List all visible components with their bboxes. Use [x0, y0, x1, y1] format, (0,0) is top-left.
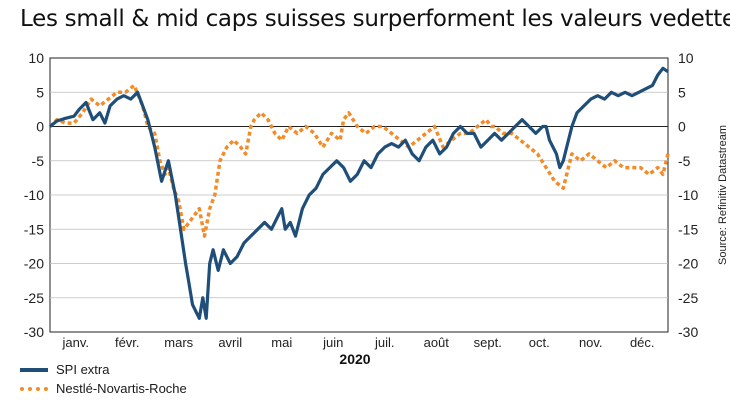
x-tick-label: oct. [529, 335, 550, 350]
x-axis-year-label: 2020 [339, 351, 370, 367]
y-tick-label-right: -30 [678, 324, 698, 340]
chart-title: Les small & mid caps suisses surperforme… [20, 6, 730, 32]
y-tick-label-right: -25 [678, 290, 698, 306]
y-tick-label-left: -20 [24, 256, 44, 272]
series-line-spi-extra [49, 66, 669, 320]
y-tick-label-left: -30 [24, 324, 44, 340]
x-axis: janv. févr. mars avril mai juin juil. août sept.… [62, 335, 655, 350]
series-lines [48, 66, 670, 320]
x-tick-label: avril [218, 335, 242, 350]
x-tick-label: mai [271, 335, 292, 350]
y-tick-label-right: -15 [678, 221, 698, 237]
x-tick-label: févr. [115, 335, 140, 350]
x-tick-label: juin [322, 335, 343, 350]
y-tick-label-left: -5 [32, 153, 45, 169]
y-tick-label-left: -25 [24, 290, 44, 306]
legend-swatch-dotted [20, 386, 48, 391]
gridlines [50, 91, 668, 299]
y-tick-label-right: 5 [678, 84, 686, 100]
x-tick-label: mars [164, 335, 193, 350]
legend: SPI extra Nestlé-Novartis-Roche [20, 360, 187, 398]
y-tick-label-left: -10 [24, 187, 44, 203]
series-line-nestle-novartis-roche [48, 83, 670, 238]
legend-label: Nestlé-Novartis-Roche [56, 381, 187, 396]
y-tick-label-left: 10 [28, 50, 44, 66]
legend-item-nestle-novartis-roche: Nestlé-Novartis-Roche [20, 379, 187, 398]
source-note: Source: Refinitiv Datastream [717, 125, 729, 265]
y-tick-label-right: 10 [678, 50, 694, 66]
y-axis-right: 10 5 0 -5 -10 -15 -20 -25 -30 [678, 50, 698, 340]
y-tick-label-left: -15 [24, 221, 44, 237]
legend-swatch-solid [20, 367, 48, 372]
y-tick-label-left: 0 [36, 119, 44, 135]
y-tick-label-left: 5 [36, 84, 44, 100]
y-axis-left: 10 5 0 -5 -10 -15 -20 -25 -30 [24, 50, 44, 340]
y-tick-label-right: -10 [678, 187, 698, 203]
x-tick-label: sept. [474, 335, 502, 350]
x-tick-label: janv. [62, 335, 90, 350]
legend-item-spi-extra: SPI extra [20, 360, 187, 379]
y-tick-label-right: 0 [678, 119, 686, 135]
y-tick-label-right: -5 [678, 153, 691, 169]
x-tick-label: déc. [630, 335, 655, 350]
y-tick-label-right: -20 [678, 256, 698, 272]
x-tick-label: nov. [579, 335, 603, 350]
x-tick-label: juil. [374, 335, 395, 350]
x-tick-label: août [424, 335, 450, 350]
legend-label: SPI extra [56, 362, 110, 377]
